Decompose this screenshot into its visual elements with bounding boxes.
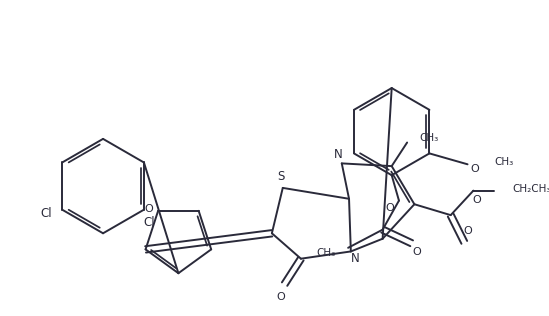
Text: S: S: [277, 170, 284, 183]
Text: CH₃: CH₃: [316, 248, 335, 258]
Text: N: N: [334, 148, 343, 161]
Text: Cl: Cl: [143, 216, 155, 229]
Text: CH₃: CH₃: [420, 133, 439, 143]
Text: CH₃: CH₃: [495, 157, 514, 167]
Text: Cl: Cl: [40, 207, 52, 220]
Text: O: O: [385, 203, 394, 213]
Text: O: O: [277, 292, 285, 302]
Text: O: O: [413, 247, 422, 257]
Text: O: O: [473, 195, 481, 205]
Text: CH₂CH₃: CH₂CH₃: [512, 184, 549, 194]
Text: O: O: [144, 204, 153, 214]
Text: O: O: [463, 227, 472, 236]
Text: O: O: [470, 164, 479, 174]
Text: N: N: [351, 252, 360, 265]
